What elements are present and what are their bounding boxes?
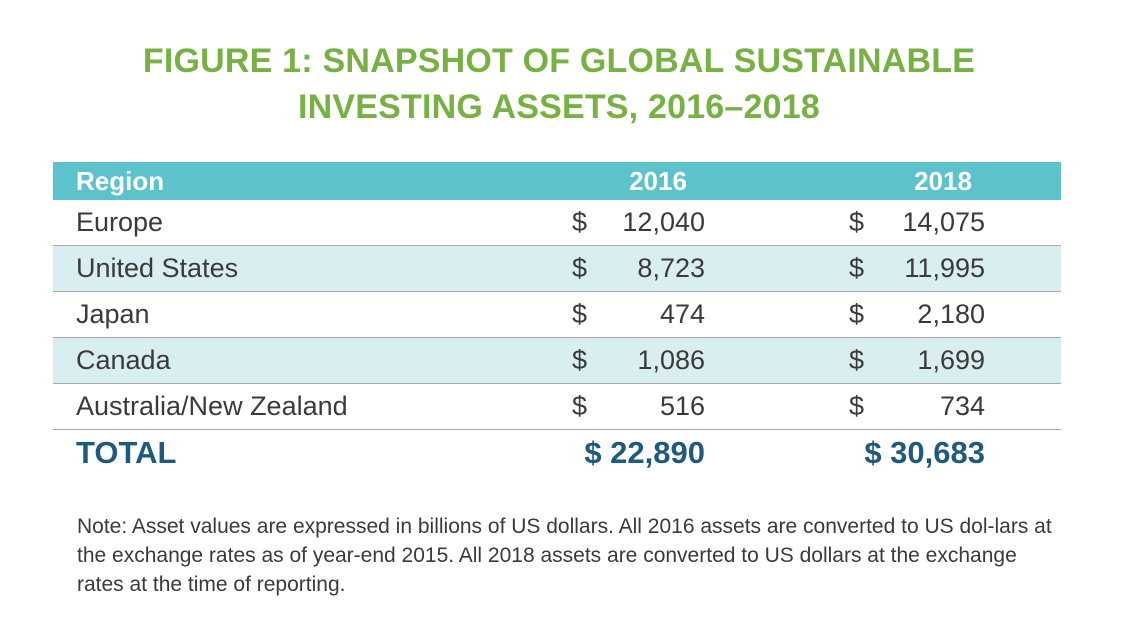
- value-2016: 1,086: [637, 345, 705, 375]
- total-2018: $ 30,683: [864, 435, 985, 470]
- figure-title-line-1: FIGURE 1: SNAPSHOT OF GLOBAL SUSTAINABLE: [142, 42, 976, 80]
- value-2016: 12,040: [622, 207, 705, 237]
- currency-symbol: $: [572, 391, 588, 421]
- value-2016: 474: [659, 299, 705, 329]
- value-2018: 14,075: [902, 207, 985, 237]
- table-row: United States $ 8,723 $ 11,995: [53, 246, 1061, 292]
- table-header-row: Region 2016 2018: [53, 162, 1061, 200]
- currency-symbol: $: [572, 207, 588, 237]
- table-row: Europe $ 12,040 $ 14,075: [53, 200, 1061, 246]
- table-row: Australia/New Zealand $ 516 $ 734: [53, 384, 1061, 430]
- region-cell: United States: [76, 253, 239, 283]
- region-cell: Japan: [76, 299, 150, 329]
- table-row: Japan $ 474 $ 2,180: [53, 292, 1061, 338]
- currency-symbol: $: [572, 253, 588, 283]
- currency-symbol: $: [572, 299, 588, 329]
- footnote: Note: Asset values are expressed in bill…: [77, 515, 1052, 596]
- header-region: Region: [76, 165, 165, 196]
- total-row: TOTAL $ 22,890 $ 30,683: [53, 430, 1061, 476]
- region-cell: Australia/New Zealand: [76, 391, 348, 421]
- assets-table: Region 2016 2018 Europe $ 12,040 $ 14,07…: [53, 162, 1061, 476]
- currency-symbol: $: [849, 299, 865, 329]
- total-label: TOTAL: [76, 435, 177, 470]
- value-2018: 734: [939, 391, 985, 421]
- currency-symbol: $: [849, 207, 865, 237]
- table-row: Canada $ 1,086 $ 1,699: [53, 338, 1061, 384]
- currency-symbol: $: [849, 253, 865, 283]
- region-cell: Europe: [76, 207, 164, 237]
- currency-symbol: $: [849, 345, 865, 375]
- header-2018: 2018: [914, 165, 972, 196]
- total-2016: $ 22,890: [584, 435, 705, 470]
- figure-title: FIGURE 1: SNAPSHOT OF GLOBAL SUSTAINABLE…: [0, 38, 1118, 130]
- region-cell: Canada: [76, 345, 171, 375]
- value-2018: 1,699: [917, 345, 985, 375]
- header-2016: 2016: [629, 165, 687, 196]
- currency-symbol: $: [572, 345, 588, 375]
- value-2016: 516: [659, 391, 705, 421]
- value-2016: 8,723: [637, 253, 705, 283]
- figure-title-line-2: INVESTING ASSETS, 2016–2018: [298, 88, 820, 126]
- value-2018: 11,995: [904, 253, 985, 283]
- currency-symbol: $: [849, 391, 865, 421]
- value-2018: 2,180: [917, 299, 985, 329]
